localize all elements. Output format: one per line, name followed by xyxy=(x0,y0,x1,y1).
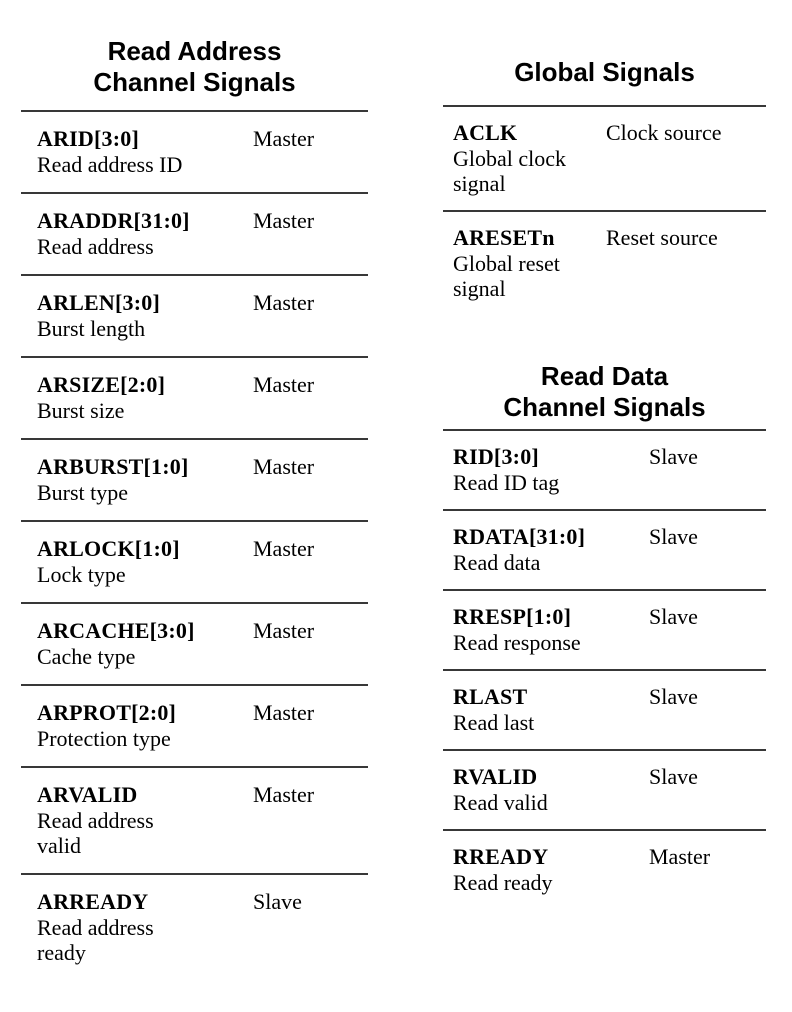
signal-description: Burst size xyxy=(37,398,125,423)
signal-name: RDATA[31:0] xyxy=(453,524,586,549)
signal-source: Master xyxy=(253,126,315,151)
signal-description: Burst length xyxy=(37,316,146,341)
signal-name: RID[3:0] xyxy=(453,444,539,469)
signal-description: Read address ready xyxy=(37,915,154,965)
signal-description: Read address ID xyxy=(37,152,183,177)
table-row-rdata: RDATA[31:0] Read data Slave xyxy=(443,509,766,589)
signal-source: Slave xyxy=(649,764,698,789)
signal-source: Slave xyxy=(649,524,698,549)
signal-description: Global reset signal xyxy=(453,251,560,301)
signal-source: Master xyxy=(253,782,315,807)
signal-source: Slave xyxy=(253,889,302,914)
read-data-channel-table: RID[3:0] Read ID tag Slave RDATA[31:0] R… xyxy=(443,429,766,909)
signal-name: ARCACHE[3:0] xyxy=(37,618,195,643)
signal-description: Read valid xyxy=(453,790,548,815)
signal-source: Master xyxy=(253,536,315,561)
signal-name: ARBURST[1:0] xyxy=(37,454,189,479)
signal-source: Slave xyxy=(649,604,698,629)
signal-source: Slave xyxy=(649,444,698,469)
signal-name: ARLOCK[1:0] xyxy=(37,536,180,561)
read-address-channel-column: Read Address Channel Signals ARID[3:0] R… xyxy=(21,0,368,980)
table-row-aclk: ACLK Global clock signal Clock source xyxy=(443,105,766,210)
signal-name: RLAST xyxy=(453,684,528,709)
table-row-rvalid: RVALID Read valid Slave xyxy=(443,749,766,829)
signal-description: Protection type xyxy=(37,726,171,751)
global-signals-table: ACLK Global clock signal Clock source AR… xyxy=(443,105,766,315)
signal-description: Read address xyxy=(37,234,154,259)
signal-description: Read response xyxy=(453,630,581,655)
signal-name: RREADY xyxy=(453,844,549,869)
table-row-rready: RREADY Read ready Master xyxy=(443,829,766,909)
table-row-arcache: ARCACHE[3:0] Cache type Master xyxy=(21,602,368,684)
signal-source: Master xyxy=(253,290,315,315)
signal-source: Master xyxy=(253,454,315,479)
table-row-arlock: ARLOCK[1:0] Lock type Master xyxy=(21,520,368,602)
signal-name: ARSIZE[2:0] xyxy=(37,372,166,397)
signal-name: RRESP[1:0] xyxy=(453,604,572,629)
table-row-araddr: ARADDR[31:0] Read address Master xyxy=(21,192,368,274)
table-row-arlen: ARLEN[3:0] Burst length Master xyxy=(21,274,368,356)
signal-description: Read address valid xyxy=(37,808,154,858)
signal-name: ARESETn xyxy=(453,225,555,250)
table-row-aresetn: ARESETn Global reset signal Reset source xyxy=(443,210,766,315)
signal-name: ARPROT[2:0] xyxy=(37,700,177,725)
signal-name: ARLEN[3:0] xyxy=(37,290,160,315)
signal-name: RVALID xyxy=(453,764,538,789)
signal-name: ARREADY xyxy=(37,889,149,914)
table-row-rlast: RLAST Read last Slave xyxy=(443,669,766,749)
global-signals-title: Global Signals xyxy=(514,57,695,87)
signal-description: Read ID tag xyxy=(453,470,560,495)
signal-source: Master xyxy=(253,208,315,233)
signal-description: Burst type xyxy=(37,480,129,505)
signal-description: Cache type xyxy=(37,644,136,669)
table-row-arsize: ARSIZE[2:0] Burst size Master xyxy=(21,356,368,438)
signal-source: Master xyxy=(253,372,315,397)
signal-description: Read last xyxy=(453,710,535,735)
read-data-channel-title: Read Data Channel Signals xyxy=(503,361,706,422)
table-row-rresp: RRESP[1:0] Read response Slave xyxy=(443,589,766,669)
signal-name: ARID[3:0] xyxy=(37,126,140,151)
signal-name: ACLK xyxy=(453,120,518,145)
table-row-arid: ARID[3:0] Read address ID Master xyxy=(21,110,368,192)
read-address-channel-title: Read Address Channel Signals xyxy=(93,36,296,97)
table-row-arready: ARREADY Read address ready Slave xyxy=(21,873,368,980)
signal-name: ARADDR[31:0] xyxy=(37,208,190,233)
table-row-arvalid: ARVALID Read address valid Master xyxy=(21,766,368,873)
signal-source: Master xyxy=(253,618,315,643)
signal-description: Read data xyxy=(453,550,541,575)
signal-source: Master xyxy=(253,700,315,725)
signal-description: Read ready xyxy=(453,870,553,895)
signal-source: Slave xyxy=(649,684,698,709)
read-address-channel-table: ARID[3:0] Read address ID Master ARADDR[… xyxy=(21,110,368,980)
signal-name: ARVALID xyxy=(37,782,138,807)
signal-source: Reset source xyxy=(606,225,718,250)
signal-description: Lock type xyxy=(37,562,126,587)
right-column: Global Signals ACLK Global clock signal … xyxy=(443,0,766,909)
signal-source: Master xyxy=(649,844,711,869)
table-row-arprot: ARPROT[2:0] Protection type Master xyxy=(21,684,368,766)
signal-source: Clock source xyxy=(606,120,722,145)
signal-description: Global clock signal xyxy=(453,146,567,196)
table-row-rid: RID[3:0] Read ID tag Slave xyxy=(443,429,766,509)
table-row-arburst: ARBURST[1:0] Burst type Master xyxy=(21,438,368,520)
